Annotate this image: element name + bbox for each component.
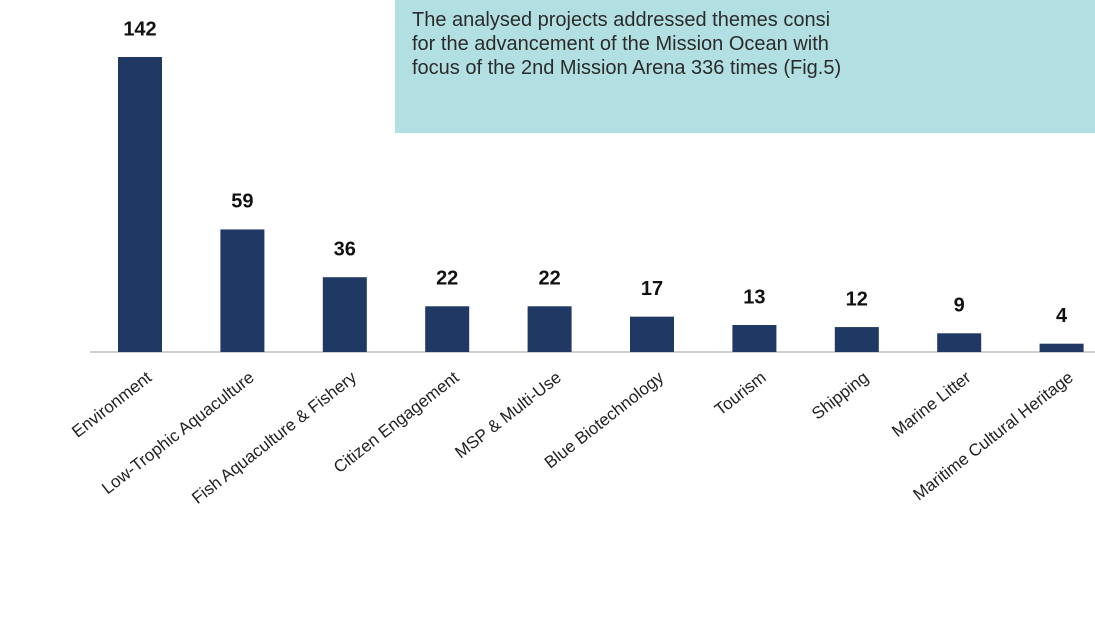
bar <box>527 306 572 352</box>
x-tick-label: Maritime Cultural Heritage <box>910 368 1077 505</box>
data-label: 12 <box>846 288 868 310</box>
data-label: 142 <box>123 18 156 40</box>
x-tick-label: MSP & Multi-Use <box>451 368 564 462</box>
x-tick-label: Environment <box>68 368 155 442</box>
data-label: 59 <box>231 191 253 213</box>
bar <box>220 229 265 352</box>
data-label: 22 <box>538 268 560 290</box>
annotation-line: The analysed projects addressed themes c… <box>412 9 831 31</box>
data-label: 9 <box>954 295 965 317</box>
annotation-box: The analysed projects addressed themes c… <box>395 0 1095 133</box>
x-tick-label: Fish Aquaculture & Fishery <box>188 367 360 507</box>
bar <box>630 316 674 352</box>
bar <box>1039 343 1084 352</box>
bar <box>937 333 982 352</box>
x-tick-label: Tourism <box>711 368 770 420</box>
data-label: 36 <box>334 238 356 260</box>
bar <box>118 57 162 352</box>
annotation-line: focus of the 2nd Mission Arena 336 times… <box>412 57 842 79</box>
bar <box>322 277 367 352</box>
data-label: 17 <box>641 278 663 300</box>
x-tick-label: Shipping <box>808 368 872 424</box>
bar <box>425 306 470 352</box>
annotation-line: for the advancement of the Mission Ocean… <box>412 33 829 55</box>
data-label: 22 <box>436 268 458 290</box>
bar <box>732 324 777 352</box>
data-label: 4 <box>1056 305 1068 327</box>
data-label: 13 <box>743 286 765 308</box>
bar <box>834 327 879 352</box>
x-tick-label: Marine Litter <box>888 368 974 441</box>
